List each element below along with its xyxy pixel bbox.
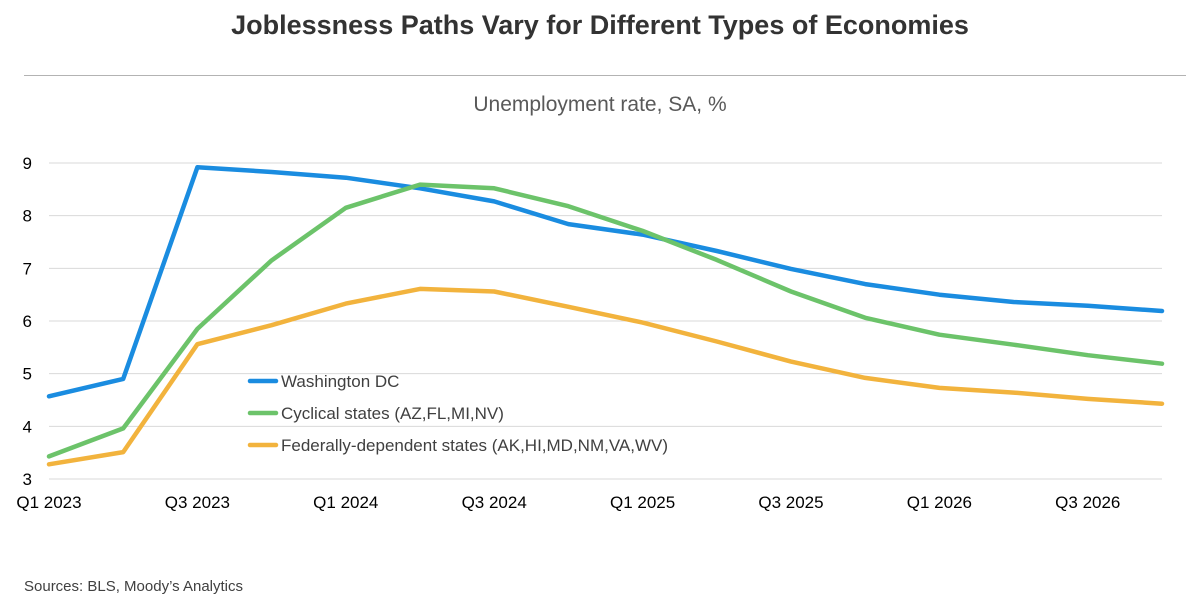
chart-title: Joblessness Paths Vary for Different Typ… [231,10,969,40]
x-axis-ticks: Q1 2023 Q3 2023 Q1 2024 Q3 2024 Q1 2025 Q3 20… [16,493,1120,512]
y-tick-label: 6 [23,312,32,331]
x-tick-label: Q1 2026 [907,493,972,512]
series-lines [46,164,1165,467]
series-line-federally-dependent-states-ak-hi-md-nm-va-wv [46,286,1165,467]
y-tick-label: 8 [23,207,32,226]
y-tick-label: 4 [23,417,32,436]
x-tick-label: Q3 2024 [462,493,527,512]
legend-label-federally-dependent-states-ak-hi-md-nm-va-wv: Federally-dependent states (AK,HI,MD,NM,… [281,436,668,455]
gridlines [49,162,1162,480]
title-divider [24,75,1186,76]
series-line-washington-dc [46,164,1165,399]
x-tick-label: Q1 2025 [610,493,675,512]
chart-subtitle: Unemployment rate, SA, % [473,93,727,116]
legend: Washington DC Cyclical states (AZ,FL,MI,N… [247,372,668,455]
source-note: Sources: BLS, Moody’s Analytics [24,578,243,595]
y-axis-ticks: 3 4 5 6 7 8 9 [23,154,32,489]
y-tick-label: 5 [23,365,32,384]
y-tick-label: 9 [23,154,32,173]
series-line-cyclical-states-az-fl-mi-nv [46,182,1165,459]
legend-label-washington-dc: Washington DC [281,372,399,391]
y-tick-label: 7 [23,259,32,278]
x-tick-label: Q3 2026 [1055,493,1120,512]
x-tick-label: Q3 2025 [758,493,823,512]
x-tick-label: Q3 2023 [165,493,230,512]
x-tick-label: Q1 2024 [313,493,378,512]
x-tick-label: Q1 2023 [16,493,81,512]
y-tick-label: 3 [23,470,32,489]
legend-label-cyclical-states-az-fl-mi-nv: Cyclical states (AZ,FL,MI,NV) [281,404,504,423]
